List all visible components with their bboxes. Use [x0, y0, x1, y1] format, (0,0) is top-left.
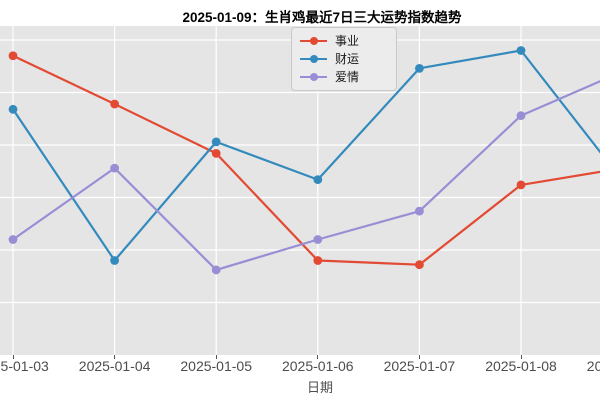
x-tick-label: 2025-01-08 [485, 358, 557, 374]
x-tick-label: 2025-01-07 [383, 358, 456, 374]
chart-title: 2025-01-09：生肖鸡最近7日三大运势指数趋势 [182, 10, 462, 25]
legend-marker-icon [300, 54, 327, 64]
data-point-career [516, 180, 526, 190]
data-point-love [211, 265, 221, 275]
x-tick-label: 2025-01-03 [0, 358, 49, 374]
legend-marker-icon [300, 36, 327, 46]
x-tick [317, 355, 319, 359]
x-tick [12, 355, 14, 359]
data-point-love [313, 235, 323, 244]
data-point-career [313, 256, 323, 265]
data-point-love [516, 111, 526, 120]
x-axis-title: 日期 [306, 380, 334, 395]
legend-marker-icon [300, 72, 327, 82]
x-tick [418, 355, 420, 359]
legend-item-love: 爱情 [300, 70, 388, 84]
data-point-wealth [415, 63, 424, 73]
data-point-wealth [516, 46, 526, 55]
x-tick [520, 355, 522, 359]
x-axis-tick-labels: 2025-01-03 2025-01-04 2025-01-05 2025-01-06… [0, 358, 600, 376]
legend: 事业 财运 爱情 [291, 27, 397, 91]
x-tick-label: 2025-01-09 [586, 358, 600, 374]
x-tick [114, 355, 116, 359]
data-point-wealth [211, 137, 221, 147]
data-point-career [8, 51, 18, 61]
data-point-wealth [110, 256, 119, 265]
legend-item-wealth: 财运 [300, 52, 388, 66]
legend-label: 财运 [335, 52, 360, 66]
data-point-career [211, 149, 221, 158]
x-tick [215, 355, 217, 359]
data-point-wealth [313, 175, 323, 185]
legend-item-career: 事业 [300, 34, 388, 48]
data-point-wealth [8, 104, 18, 114]
x-tick-label: 2025-01-05 [180, 358, 252, 374]
x-tick-label: 2025-01-06 [281, 358, 354, 374]
data-point-career [110, 99, 119, 109]
x-axis-ticks [0, 355, 600, 360]
legend-label: 事业 [335, 34, 360, 48]
data-point-love [110, 163, 119, 173]
plot-area: 事业 财运 爱情 [0, 26, 600, 355]
data-point-love [415, 206, 424, 216]
data-point-career [415, 260, 424, 270]
x-tick-label: 2025-01-04 [78, 358, 151, 374]
legend-label: 爱情 [335, 70, 360, 84]
data-point-love [8, 235, 18, 244]
